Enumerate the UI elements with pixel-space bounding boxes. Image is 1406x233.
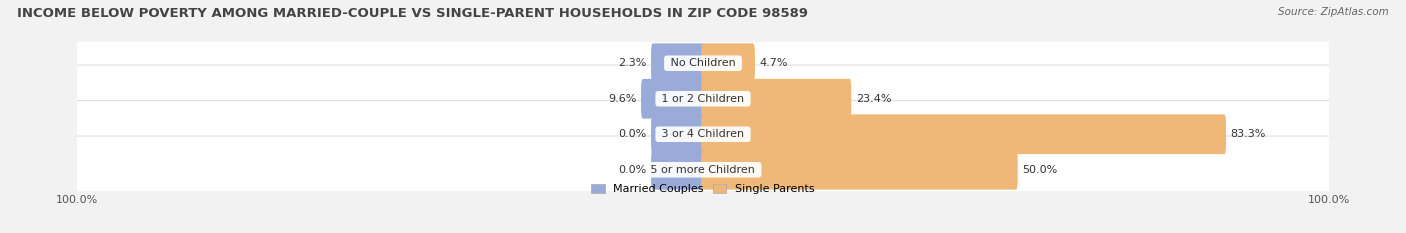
FancyBboxPatch shape: [702, 43, 755, 83]
FancyBboxPatch shape: [641, 79, 704, 119]
FancyBboxPatch shape: [75, 65, 1331, 133]
FancyBboxPatch shape: [651, 43, 704, 83]
FancyBboxPatch shape: [75, 136, 1331, 203]
Legend: Married Couples, Single Parents: Married Couples, Single Parents: [588, 180, 818, 197]
FancyBboxPatch shape: [702, 79, 851, 119]
Text: 50.0%: 50.0%: [1022, 165, 1057, 175]
Text: 0.0%: 0.0%: [619, 129, 647, 139]
FancyBboxPatch shape: [651, 150, 704, 190]
Text: 2.3%: 2.3%: [619, 58, 647, 68]
Text: 83.3%: 83.3%: [1230, 129, 1265, 139]
FancyBboxPatch shape: [702, 114, 1226, 154]
Text: 4.7%: 4.7%: [759, 58, 787, 68]
FancyBboxPatch shape: [651, 114, 704, 154]
Text: 0.0%: 0.0%: [619, 165, 647, 175]
Text: 9.6%: 9.6%: [609, 94, 637, 104]
Text: INCOME BELOW POVERTY AMONG MARRIED-COUPLE VS SINGLE-PARENT HOUSEHOLDS IN ZIP COD: INCOME BELOW POVERTY AMONG MARRIED-COUPL…: [17, 7, 808, 20]
Text: 5 or more Children: 5 or more Children: [647, 165, 759, 175]
FancyBboxPatch shape: [702, 150, 1018, 190]
Text: 23.4%: 23.4%: [856, 94, 891, 104]
Text: No Children: No Children: [666, 58, 740, 68]
FancyBboxPatch shape: [75, 30, 1331, 97]
Text: Source: ZipAtlas.com: Source: ZipAtlas.com: [1278, 7, 1389, 17]
Text: 1 or 2 Children: 1 or 2 Children: [658, 94, 748, 104]
FancyBboxPatch shape: [75, 100, 1331, 168]
Text: 3 or 4 Children: 3 or 4 Children: [658, 129, 748, 139]
